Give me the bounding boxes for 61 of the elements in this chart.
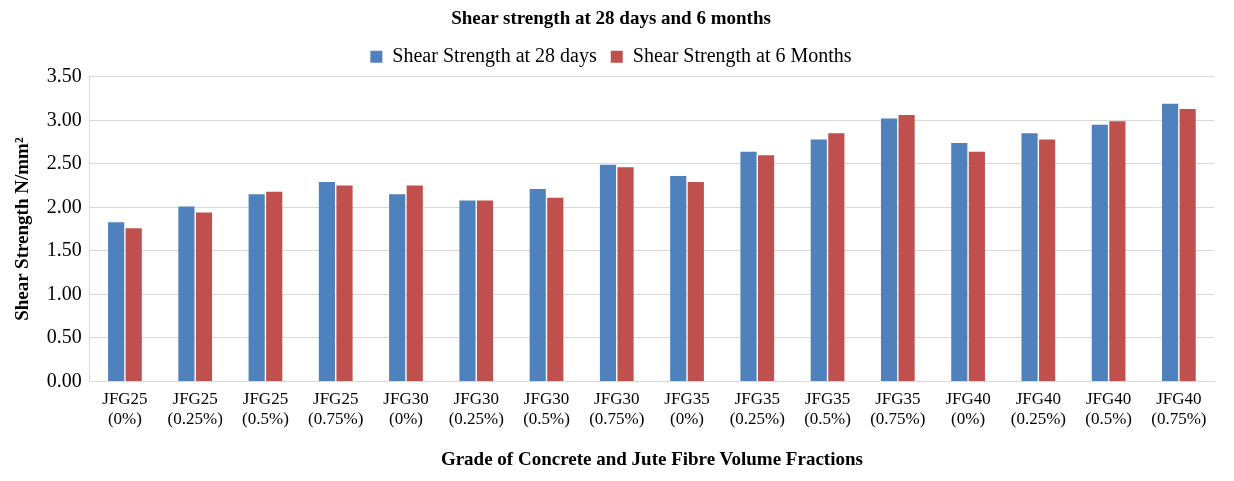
bar [547,197,564,381]
y-tick-label: 1.00 [46,281,82,304]
bar [529,189,546,381]
bar [125,228,142,381]
bar [195,212,213,381]
bar [108,222,125,381]
x-tick-label: JFG35 (0.5%) [804,389,851,429]
chart-title: Shear strength at 28 days and 6 months [451,7,771,29]
bar [178,206,195,381]
bar [248,194,265,381]
bar [617,167,634,381]
bar [599,164,617,381]
bar [740,151,757,381]
x-tick-label: JFG35 (0.75%) [870,389,926,429]
y-tick-label: 2.50 [46,151,82,174]
bar [1091,124,1108,381]
bar [459,200,476,381]
bar [1179,109,1196,381]
bar [880,118,898,381]
y-tick-label: 1.50 [46,238,82,261]
x-tick-label: JFG30 (0%) [383,389,429,429]
bar [476,200,494,381]
bar [336,185,353,381]
x-tick-label: JFG40 (0.75%) [1151,389,1207,429]
bar [898,115,915,381]
x-axis-title: Grade of Concrete and Jute Fibre Volume Fractions [440,447,863,469]
bar [951,142,968,381]
bar [318,182,336,381]
y-tick-label: 2.00 [46,194,82,217]
bar [1109,121,1126,381]
y-tick-label: 3.00 [46,107,82,130]
x-tick-label: JFG25 (0.25%) [167,389,223,429]
bar [1162,103,1179,381]
bar [687,182,704,381]
legend-label: Shear Strength at 6 Months [632,44,852,68]
bar [670,176,687,381]
bar [406,185,423,381]
x-tick-label: JFG30 (0.5%) [523,389,570,429]
x-tick-label: JFG40 (0.25%) [1010,389,1066,429]
y-axis-title: Shear Strength N/mm² [11,137,33,321]
bar [968,151,985,381]
x-tick-label: JFG40 (0.5%) [1085,389,1132,429]
y-tick-label: 0.50 [46,325,82,348]
x-tick-label: JFG40 (0%) [945,389,991,429]
x-tick-label: JFG30 (0.25%) [448,389,504,429]
bar [1021,133,1038,381]
x-tick-label: JFG30 (0.75%) [589,389,645,429]
bar [828,133,845,381]
bar [266,191,283,381]
x-tick-label: JFG35 (0.25%) [729,389,785,429]
bar [1039,139,1056,381]
legend-label: Shear Strength at 28 days [392,44,597,68]
x-tick-label: JFG25 (0%) [102,389,148,429]
x-tick-label: JFG35 (0%) [664,389,710,429]
bar [758,155,775,381]
bar [389,194,406,381]
bar [810,139,827,381]
x-tick-label: JFG25 (0.75%) [308,389,364,429]
x-tick-label: JFG25 (0.5%) [242,389,289,429]
y-tick-label: 0.00 [46,368,82,391]
y-tick-label: 3.50 [46,64,82,87]
